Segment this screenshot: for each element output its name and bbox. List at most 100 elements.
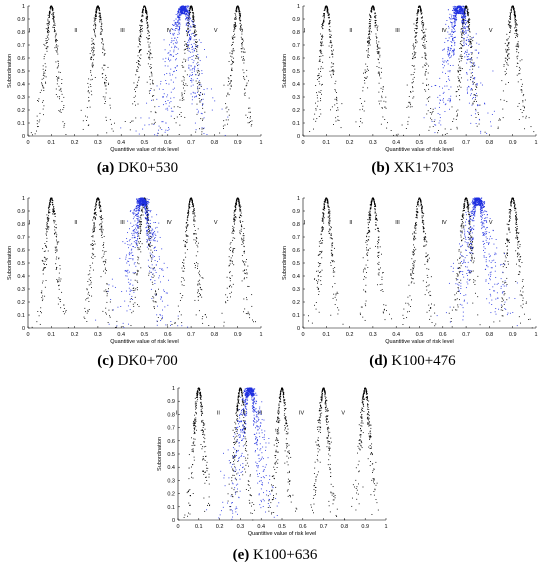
cloud-drop bbox=[334, 83, 336, 85]
cloud-drop bbox=[197, 74, 199, 76]
evaluation-drop bbox=[197, 87, 199, 89]
evaluation-drop bbox=[449, 71, 451, 73]
cloud-drop bbox=[321, 53, 323, 55]
cloud-drop bbox=[472, 102, 474, 104]
cloud-drop bbox=[478, 114, 479, 115]
cloud-drop bbox=[464, 10, 466, 12]
cloud-drop bbox=[228, 61, 230, 63]
caption-a-text: DK0+530 bbox=[118, 160, 179, 176]
cloud-drop bbox=[192, 211, 194, 213]
cloud-drop bbox=[93, 212, 95, 214]
evaluation-drop bbox=[177, 21, 179, 22]
cloud-drop bbox=[193, 224, 195, 226]
cloud-drop bbox=[332, 63, 334, 65]
cloud-drop bbox=[46, 48, 48, 50]
cloud-drop bbox=[461, 33, 463, 35]
cloud-drop bbox=[374, 13, 376, 15]
evaluation-drop bbox=[173, 29, 175, 31]
cloud-drop bbox=[92, 65, 94, 67]
evaluation-drop bbox=[168, 128, 170, 130]
cloud-drop bbox=[428, 88, 430, 90]
cloud-drop bbox=[198, 84, 200, 86]
evaluation-drop bbox=[192, 91, 194, 93]
cloud-drop bbox=[55, 35, 57, 37]
cloud-drop bbox=[417, 12, 419, 14]
cloud-drop bbox=[99, 15, 101, 17]
y-tick-label: 0.8 bbox=[292, 30, 300, 36]
evaluation-drop bbox=[462, 27, 464, 29]
cloud-drop bbox=[418, 7, 419, 8]
evaluation-drop bbox=[176, 16, 178, 18]
cloud-drop bbox=[241, 31, 243, 33]
cloud-drop bbox=[161, 318, 163, 320]
cloud-drop bbox=[523, 94, 525, 95]
cloud-drop bbox=[137, 262, 138, 264]
cloud-drop bbox=[510, 13, 511, 15]
evaluation-drop bbox=[442, 67, 444, 69]
cloud-drop bbox=[41, 78, 43, 80]
evaluation-drop bbox=[157, 132, 159, 134]
cloud-drop bbox=[99, 17, 101, 19]
cloud-drop bbox=[186, 35, 188, 37]
evaluation-drop bbox=[474, 64, 476, 66]
y-tick-label: 0.6 bbox=[292, 56, 300, 62]
cloud-drop bbox=[416, 17, 418, 19]
cloud-drop bbox=[374, 26, 376, 28]
evaluation-drop bbox=[156, 134, 158, 136]
cloud-drop bbox=[508, 57, 510, 59]
cloud-drop bbox=[132, 290, 134, 291]
cloud-drop bbox=[42, 100, 44, 102]
cloud-drop bbox=[92, 53, 94, 55]
cloud-drop bbox=[239, 18, 241, 20]
evaluation-drop bbox=[454, 44, 456, 46]
cloud-drop bbox=[52, 7, 54, 9]
cloud-drop bbox=[98, 198, 99, 200]
cloud-drop bbox=[374, 12, 376, 14]
cloud-drop bbox=[153, 275, 155, 277]
evaluation-drop bbox=[444, 104, 446, 106]
cloud-drop bbox=[137, 247, 139, 249]
cloud-drop bbox=[196, 41, 198, 43]
cloud-drop bbox=[464, 7, 466, 9]
cloud-drop bbox=[91, 74, 92, 76]
cloud-drop bbox=[521, 91, 523, 93]
cloud-drop bbox=[184, 90, 186, 92]
evaluation-drop bbox=[468, 53, 470, 55]
cloud-drop bbox=[129, 129, 131, 131]
evaluation-drop bbox=[182, 12, 184, 14]
cloud-drop bbox=[108, 82, 110, 84]
evaluation-drop bbox=[163, 39, 165, 41]
cloud-drop bbox=[51, 204, 53, 206]
cloud-drop bbox=[91, 256, 93, 258]
cloud-drop bbox=[182, 75, 184, 77]
cloud-drop bbox=[91, 287, 92, 289]
cloud-drop bbox=[246, 84, 248, 86]
cloud-drop bbox=[233, 31, 235, 32]
y-tick-label: 0.3 bbox=[17, 287, 25, 293]
cloud-drop bbox=[502, 108, 504, 110]
cloud-drop bbox=[376, 27, 378, 28]
evaluation-drop bbox=[187, 48, 189, 49]
cloud-drop bbox=[230, 64, 232, 66]
evaluation-drop bbox=[450, 48, 452, 50]
evaluation-drop bbox=[465, 33, 467, 34]
evaluation-drop bbox=[178, 11, 180, 13]
cloud-drop bbox=[414, 30, 416, 32]
evaluation-drop bbox=[190, 51, 192, 53]
cloud-drop bbox=[425, 68, 427, 70]
cloud-drop bbox=[98, 199, 100, 201]
evaluation-drop bbox=[185, 10, 187, 11]
cloud-drop bbox=[422, 28, 424, 30]
cloud-drop bbox=[431, 113, 432, 115]
cloud-drop bbox=[195, 34, 197, 36]
cloud-drop bbox=[94, 240, 95, 242]
evaluation-drop bbox=[177, 48, 179, 50]
cloud-drop bbox=[154, 293, 156, 295]
cloud-drop bbox=[61, 291, 63, 293]
evaluation-drop bbox=[445, 103, 447, 105]
cloud-drop bbox=[48, 220, 50, 222]
evaluation-drop bbox=[182, 8, 184, 10]
evaluation-drop bbox=[176, 41, 178, 43]
cloud-drop bbox=[456, 110, 457, 112]
cloud-drop bbox=[55, 40, 57, 42]
